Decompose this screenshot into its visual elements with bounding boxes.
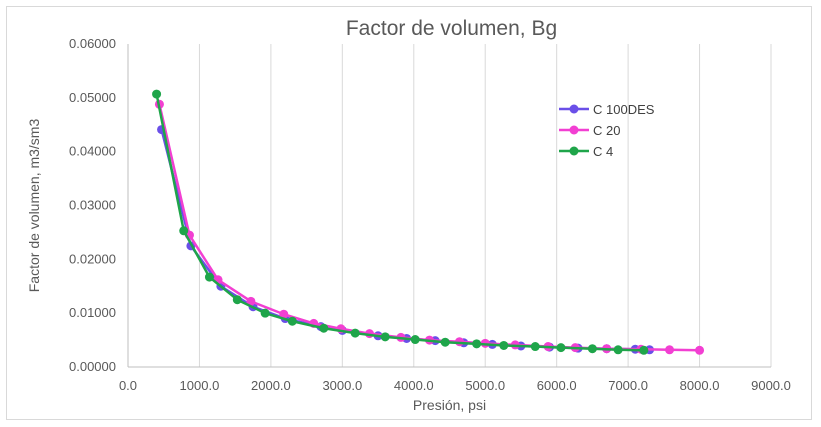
series-layer: [152, 89, 705, 355]
series-c-100des: [157, 125, 655, 355]
y-tick-label: 0.01000: [69, 305, 116, 320]
x-tick-label: 9000.0: [751, 378, 791, 393]
chart-frame: 0.0 1000.0 2000.0 3000.0 4000.0 5000.0 6000.0 7…: [6, 6, 812, 420]
chart-title: Factor de volumen, Bg: [346, 17, 557, 40]
legend: C 100DES C 20 C 4: [559, 102, 655, 159]
x-tick-label: 2000.0: [251, 378, 291, 393]
data-point: [639, 345, 649, 355]
y-tick-label: 0.04000: [69, 144, 116, 159]
legend-label: C 4: [593, 144, 613, 159]
series-line: [158, 104, 700, 352]
y-tick-label: 0.06000: [69, 36, 116, 51]
data-point: [556, 343, 566, 353]
data-point: [695, 345, 705, 355]
x-axis-title: Presión, psi: [413, 397, 486, 413]
bg-chart: 0.0 1000.0 2000.0 3000.0 4000.0 5000.0 6000.0 7…: [26, 17, 791, 413]
data-point: [260, 308, 270, 318]
data-point: [530, 342, 540, 352]
legend-label: C 100DES: [593, 102, 655, 117]
y-tick-label: 0.02000: [69, 251, 116, 266]
data-point: [665, 345, 675, 355]
x-tick-label: 5000.0: [465, 378, 505, 393]
legend-item: C 20: [559, 123, 620, 138]
data-point: [587, 344, 597, 354]
legend-item: C 4: [559, 144, 613, 159]
data-point: [152, 89, 162, 99]
legend-marker: [569, 146, 579, 156]
data-point: [350, 328, 360, 338]
data-point: [287, 316, 297, 326]
data-point: [499, 340, 509, 350]
series-line: [155, 93, 644, 352]
data-point: [204, 272, 214, 282]
series-line: [160, 129, 650, 352]
data-point: [380, 332, 390, 342]
x-tick-label: 7000.0: [608, 378, 648, 393]
data-point: [232, 295, 242, 305]
legend-label: C 20: [593, 123, 620, 138]
data-point: [319, 323, 329, 333]
series-c-20: [154, 99, 705, 355]
data-point: [179, 226, 189, 236]
data-point: [410, 335, 420, 345]
legend-marker: [569, 104, 579, 114]
y-axis-title: Factor de volumen, m3/sm3: [26, 119, 42, 293]
x-tick-label: 4000.0: [394, 378, 434, 393]
x-tick-label: 6000.0: [537, 378, 577, 393]
data-point: [613, 345, 623, 355]
data-point: [279, 309, 289, 319]
axes: 0.0 1000.0 2000.0 3000.0 4000.0 5000.0 6000.0 7…: [69, 36, 791, 393]
y-tick-label: 0.03000: [69, 198, 116, 213]
data-point: [246, 296, 256, 306]
y-tick-label: 0.00000: [69, 359, 116, 374]
x-tick-label: 0.0: [119, 378, 137, 393]
y-tick-label: 0.05000: [69, 90, 116, 105]
x-tick-label: 1000.0: [180, 378, 220, 393]
data-point: [440, 337, 450, 347]
legend-item: C 100DES: [559, 102, 655, 117]
grid: [198, 44, 772, 367]
data-point: [472, 339, 482, 349]
x-tick-label: 3000.0: [322, 378, 362, 393]
series-c-4: [152, 89, 649, 355]
legend-marker: [569, 125, 579, 135]
x-tick-label: 8000.0: [680, 378, 720, 393]
